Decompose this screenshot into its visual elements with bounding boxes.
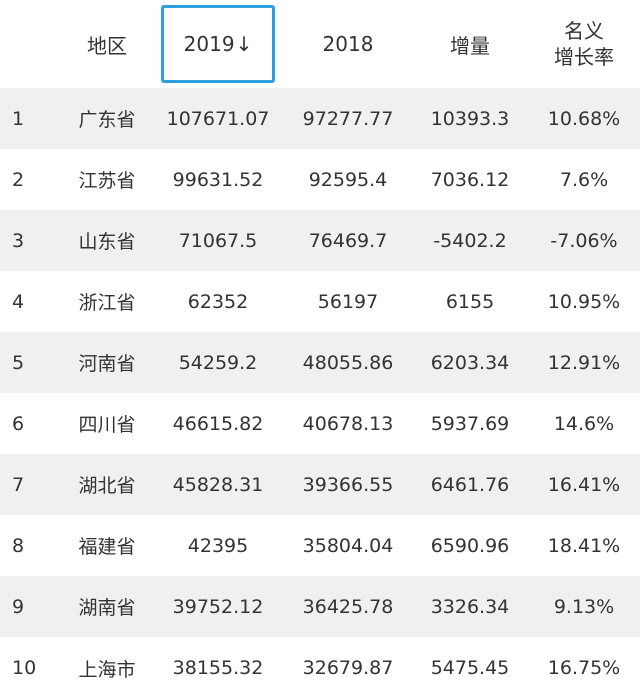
table-header: 地区 2019 ↓ 2018 增量 名义 增长率	[0, 0, 640, 88]
region-cell: 上海市	[78, 658, 136, 681]
rate-cell: 10.95%	[547, 290, 621, 313]
header-rate-line2: 增长率	[554, 45, 614, 69]
value-2019-cell: 54259.2	[178, 351, 258, 374]
value-2019-cell: 39752.12	[172, 595, 264, 618]
value-2018-cell: 92595.4	[308, 168, 388, 191]
value-2019-cell: 45828.31	[172, 473, 264, 496]
region-cell: 江苏省	[78, 170, 136, 192]
region-cell: 山东省	[78, 231, 136, 253]
increase-cell: 6203.34	[430, 351, 510, 374]
value-2019-cell: 71067.5	[178, 229, 258, 252]
value-2018-cell: 32679.87	[302, 657, 394, 679]
header-2018[interactable]: 2018	[322, 32, 374, 56]
table-row: 3 山东省 71067.5 76469.7 -5402.2 -7.06%	[0, 210, 640, 271]
table-row: 8 福建省 42395 35804.04 6590.96 18.41%	[0, 515, 640, 576]
sort-down-arrow-icon: ↓	[235, 32, 253, 56]
header-2019-cell[interactable]: 2019 ↓	[152, 5, 284, 83]
rank-cell: 5	[12, 351, 25, 374]
header-rate-line1: 名义	[564, 19, 604, 43]
table-row: 7 湖北省 45828.31 39366.55 6461.76 16.41%	[0, 454, 640, 515]
region-cell: 福建省	[78, 536, 136, 558]
rate-cell: -7.06%	[550, 229, 618, 252]
table-row: 9 湖南省 39752.12 36425.78 3326.34 9.13%	[0, 576, 640, 637]
region-cell: 河南省	[78, 353, 136, 375]
value-2018-cell: 40678.13	[302, 412, 394, 435]
region-cell: 四川省	[78, 414, 136, 436]
value-2019-cell: 107671.07	[166, 107, 270, 130]
table-row: 1 广东省 107671.07 97277.77 10393.3 10.68%	[0, 88, 640, 149]
table-row: 4 浙江省 62352 56197 6155 10.95%	[0, 271, 640, 332]
table-row: 10 上海市 38155.32 32679.87 5475.45 16.75%	[0, 637, 640, 699]
increase-cell: 6155	[445, 290, 495, 313]
rank-cell: 3	[12, 229, 25, 252]
rank-cell: 9	[12, 595, 25, 618]
increase-cell: 5937.69	[430, 412, 510, 435]
increase-cell: -5402.2	[433, 229, 507, 252]
sort-2019-button[interactable]: 2019 ↓	[161, 5, 275, 83]
value-2018-cell: 97277.77	[302, 107, 394, 130]
rank-cell: 8	[12, 534, 25, 557]
rate-cell: 18.41%	[547, 534, 621, 557]
increase-cell: 3326.34	[430, 595, 510, 618]
rate-cell: 14.6%	[553, 412, 615, 435]
header-region[interactable]: 地区	[87, 33, 127, 58]
value-2019-cell: 38155.32	[172, 657, 264, 679]
table-row: 5 河南省 54259.2 48055.86 6203.34 12.91%	[0, 332, 640, 393]
rate-cell: 7.6%	[559, 168, 609, 191]
value-2018-cell: 36425.78	[302, 595, 394, 618]
increase-cell: 10393.3	[430, 107, 510, 130]
rate-cell: 16.75%	[547, 657, 621, 679]
table-row: 2 江苏省 99631.52 92595.4 7036.12 7.6%	[0, 149, 640, 210]
value-2019-cell: 46615.82	[172, 412, 264, 435]
table-row: 6 四川省 46615.82 40678.13 5937.69 14.6%	[0, 393, 640, 454]
increase-cell: 7036.12	[430, 168, 510, 191]
increase-cell: 6461.76	[430, 473, 510, 496]
value-2019-cell: 42395	[187, 534, 249, 557]
rank-cell: 1	[12, 107, 25, 130]
region-cell: 湖北省	[78, 475, 136, 497]
rate-cell: 16.41%	[547, 473, 621, 496]
rank-cell: 4	[12, 290, 25, 313]
increase-cell: 6590.96	[430, 534, 510, 557]
value-2018-cell: 48055.86	[302, 351, 394, 374]
value-2018-cell: 35804.04	[302, 534, 394, 557]
value-2018-cell: 76469.7	[308, 229, 388, 252]
increase-cell: 5475.45	[430, 657, 510, 679]
header-increase[interactable]: 增量	[450, 33, 490, 58]
rate-cell: 10.68%	[547, 107, 621, 130]
value-2019-cell: 99631.52	[172, 168, 264, 191]
rank-cell: 2	[12, 168, 25, 191]
region-cell: 广东省	[78, 109, 136, 131]
region-cell: 湖南省	[78, 597, 136, 619]
value-2019-cell: 62352	[187, 290, 249, 313]
rank-cell: 6	[12, 412, 25, 435]
rate-cell: 9.13%	[553, 595, 615, 618]
value-2018-cell: 39366.55	[302, 473, 394, 496]
value-2018-cell: 56197	[317, 290, 379, 313]
rate-cell: 12.91%	[547, 351, 621, 374]
header-rate[interactable]: 名义 增长率	[528, 18, 640, 70]
region-cell: 浙江省	[78, 292, 136, 314]
header-2019-label: 2019	[183, 32, 235, 56]
rank-cell: 10	[12, 657, 37, 679]
rank-cell: 7	[12, 473, 25, 496]
